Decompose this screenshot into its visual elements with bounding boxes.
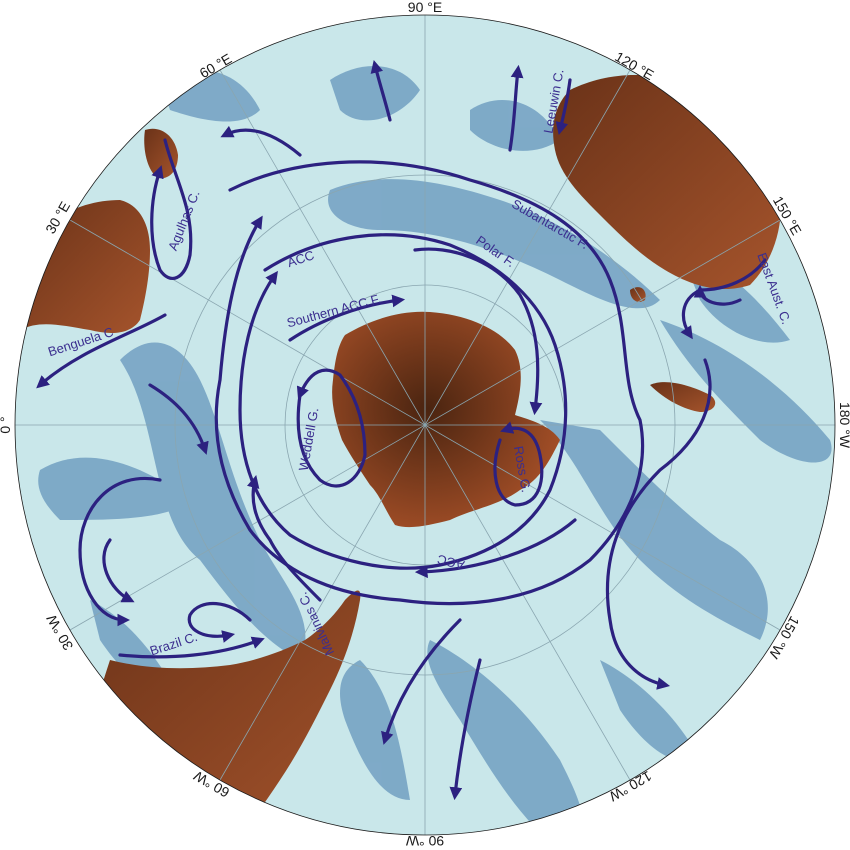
current-acc-outer [214,160,645,606]
lon-label-90w: 90 °W [405,833,444,849]
current-pacific-south1 [381,618,462,745]
current-ross-gyre [493,421,544,507]
current-leeuwin [555,78,572,135]
current-brazil [118,636,265,659]
lon-label-180: 180 °W [837,402,850,449]
current-benguela [36,313,167,389]
new-zealand [650,382,716,412]
africa [20,200,150,333]
current-south-atlantic-gyre [78,476,162,627]
bathymetry-shallow [38,66,832,835]
current-arrows [36,60,767,801]
current-southern-acc-front [288,294,406,342]
current-nz-outflow [605,358,712,690]
current-indian-north2 [370,60,392,122]
disc-border [14,14,836,836]
current-indian-north3 [508,64,524,152]
current-agulhas [150,138,193,281]
lon-label-90e: 90 °E [408,0,442,15]
current-weddell-gyre [296,368,367,488]
current-brazil-gyre [187,601,252,643]
graticule [15,15,835,835]
current-south-atlantic-west [102,538,135,603]
current-atlantic-west-return [148,383,209,455]
lon-label-0: 0 ° [0,416,13,433]
current-east-aust-loop [693,284,742,306]
label-acc-south: ACC [436,552,466,574]
current-indian-north [220,125,302,157]
current-acc-middle [238,233,568,570]
current-malvinas [246,475,322,602]
current-acc-south [414,518,577,579]
antarctica [332,311,560,528]
current-polar-front [413,247,543,416]
tasmania [630,287,646,302]
current-pacific-south2 [449,658,482,801]
